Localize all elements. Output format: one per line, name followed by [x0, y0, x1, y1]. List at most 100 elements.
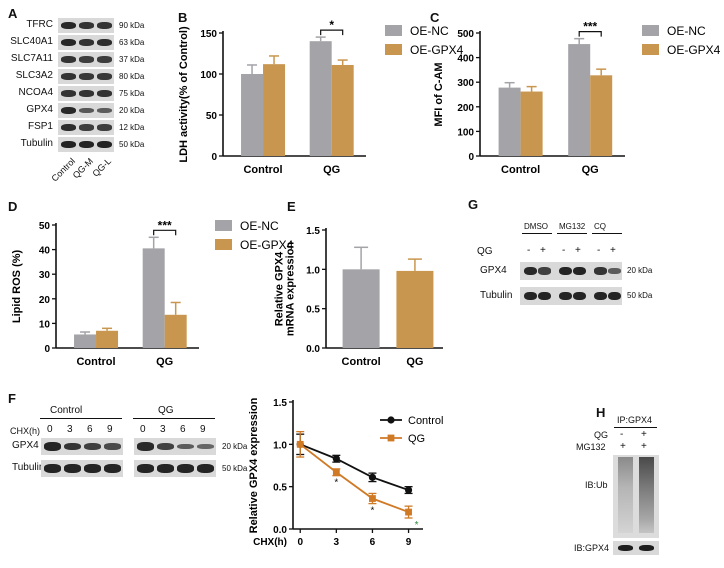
protein-band	[44, 442, 61, 451]
protein-band	[84, 464, 101, 473]
protein-band	[97, 22, 112, 29]
y-axis-title: Lipid ROS (%)	[11, 250, 23, 324]
y-tick-label: 1.5	[306, 226, 320, 237]
y-tick-label: 0.5	[306, 305, 320, 316]
legend-label: Control	[408, 415, 443, 427]
qg-row-label: QG	[477, 246, 493, 257]
protein-band	[44, 464, 61, 473]
data-point	[332, 455, 340, 463]
protein-band	[573, 291, 586, 301]
group-bracket	[592, 233, 622, 234]
bar	[309, 41, 332, 157]
kda-label: 63 kDa	[119, 38, 145, 47]
time-label: 0	[140, 424, 146, 435]
protein-band	[61, 123, 76, 132]
panel-letter-h: H	[596, 405, 606, 420]
qg-sign: -	[527, 245, 531, 256]
y-axis-title: mRNA expression	[285, 242, 297, 337]
x-tick-label: 3	[334, 537, 340, 548]
protein-band	[97, 108, 112, 113]
blot-row-label: Tubulin	[20, 138, 53, 149]
panel-letter-b: B	[178, 10, 188, 25]
legend-label: OE-GPX4	[240, 238, 294, 252]
panel-letter-g: G	[468, 197, 479, 212]
kda-label: 20 kDa	[119, 106, 145, 115]
kda-label: 90 kDa	[119, 21, 145, 30]
y-tick-label: 0.5	[273, 483, 287, 494]
significance-label: *	[370, 506, 374, 517]
data-point	[405, 508, 412, 516]
protein-band	[79, 56, 94, 63]
protein-band	[97, 56, 112, 63]
protein-band	[97, 38, 112, 47]
y-tick-label: 150	[200, 29, 217, 40]
blot-strip	[58, 86, 114, 101]
y-tick-label: 50	[206, 111, 218, 122]
y-tick-label: 300	[457, 78, 474, 89]
kda-label: 80 kDa	[119, 72, 145, 81]
protein-band	[79, 107, 94, 114]
y-tick-label: 400	[457, 54, 474, 65]
y-tick-label: 100	[457, 127, 474, 138]
series-line	[299, 443, 409, 491]
blot-strip	[58, 120, 114, 135]
blot-row-label: SLC3A2	[15, 70, 53, 81]
ub-smear-lane-2	[639, 457, 654, 533]
gpx4-ip-blot-strip	[613, 541, 659, 555]
protein-band	[594, 291, 607, 301]
time-label: 6	[180, 424, 186, 435]
panel-letter-a: A	[8, 6, 18, 21]
panel-letter-d: D	[8, 199, 18, 214]
protein-band	[79, 39, 94, 46]
mg132-row-label: MG132	[576, 442, 606, 452]
protein-band	[538, 267, 551, 275]
time-label: 6	[87, 424, 93, 435]
kda-label: 20 kDa	[222, 442, 248, 451]
ib-gpx4-label: IB:GPX4	[574, 543, 610, 553]
bar	[396, 270, 434, 348]
time-label: 9	[107, 424, 113, 435]
protein-band	[104, 464, 121, 473]
protein-band	[61, 21, 76, 30]
y-tick-label: 0.0	[273, 525, 287, 536]
bar	[96, 330, 119, 348]
y-tick-label: 200	[457, 103, 474, 114]
protein-band	[84, 442, 101, 451]
blot-row-label: SLC7A11	[10, 53, 53, 64]
protein-band	[538, 291, 551, 301]
data-point	[369, 495, 376, 502]
legend-swatch	[385, 44, 402, 55]
blot-row-label: FSP1	[27, 121, 53, 132]
bar	[520, 91, 543, 156]
qg-sign: -	[562, 245, 566, 256]
y-axis-title: Relative GPX4 expression	[248, 397, 260, 533]
group-label-control: Control	[50, 405, 83, 416]
y-axis-title: MFI of C-AM	[433, 62, 445, 126]
blot-strip	[41, 460, 123, 477]
data-point	[332, 468, 340, 476]
protein-band	[79, 73, 94, 80]
qg-sign: -	[597, 245, 601, 256]
protein-band	[594, 267, 607, 275]
legend-swatch	[642, 25, 659, 36]
legend-marker	[387, 416, 395, 424]
panel-letter-e: E	[287, 199, 296, 214]
data-point	[368, 473, 377, 481]
protein-band	[104, 443, 121, 450]
y-tick-label: 1.0	[306, 265, 320, 276]
y-tick-label: 40	[39, 246, 51, 257]
blot-strip	[41, 438, 123, 455]
blot-strip	[58, 103, 114, 118]
time-label: 9	[200, 424, 206, 435]
qg-sign: +	[575, 245, 581, 256]
significance-label: ***	[583, 20, 597, 34]
y-tick-label: 20	[39, 295, 51, 306]
blot-row-label: SLC40A1	[10, 36, 53, 47]
legend-label: OE-NC	[410, 24, 449, 38]
gpx4-ip-band-2	[639, 545, 654, 551]
protein-band	[97, 140, 112, 149]
blot-strip	[58, 52, 114, 67]
protein-band	[97, 73, 112, 80]
bar	[331, 64, 354, 156]
x-axis-title: CHX(h)	[253, 537, 287, 548]
